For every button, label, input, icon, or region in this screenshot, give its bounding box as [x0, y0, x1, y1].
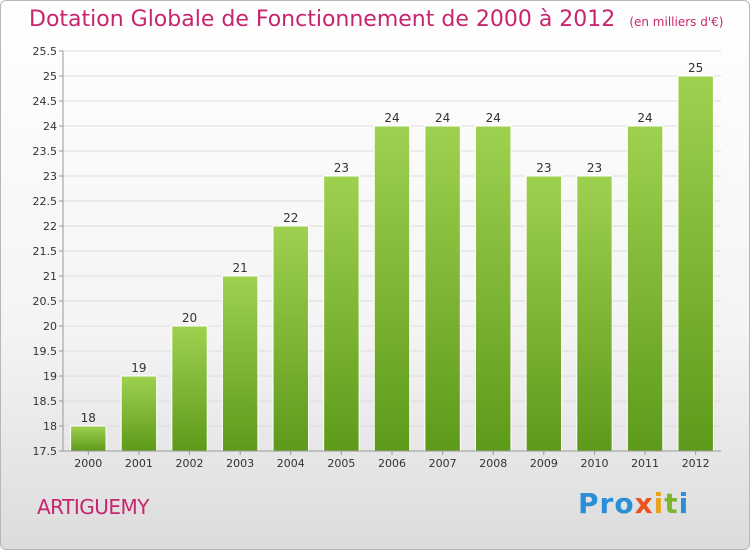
logo-letter: o: [614, 487, 635, 520]
x-tick-label: 2002: [176, 457, 204, 470]
y-tick-label: 18: [43, 420, 57, 433]
data-label: 21: [233, 261, 248, 275]
data-label: 23: [334, 161, 349, 175]
y-tick-label: 22.5: [33, 195, 58, 208]
chart-unit: (en milliers d'€): [629, 15, 724, 29]
bar: [120, 375, 158, 452]
y-tick-label: 17.5: [33, 445, 58, 458]
x-tick-label: 2005: [327, 457, 355, 470]
data-label: 19: [131, 361, 146, 375]
data-label: 24: [637, 111, 652, 125]
bar: [373, 125, 411, 452]
bar: [525, 175, 563, 452]
y-tick-label: 25.5: [33, 45, 58, 58]
bar: [70, 425, 107, 452]
data-label: 23: [587, 161, 602, 175]
y-tick-label: 21: [43, 270, 57, 283]
y-tick-label: 24.5: [33, 95, 58, 108]
data-label: 20: [182, 311, 197, 325]
data-labels: 18 19 20 21 22 23 24 24 24 23 23 24 25: [81, 61, 704, 425]
x-tick-label: 2011: [631, 457, 659, 470]
y-tick-label: 19: [43, 370, 57, 383]
y-tick-label: 19.5: [33, 345, 58, 358]
x-tick-label: 2009: [530, 457, 558, 470]
x-tick-label: 2006: [378, 457, 406, 470]
logo-letter: x: [634, 487, 654, 520]
bar: [576, 175, 613, 452]
x-tick-label: 2004: [277, 457, 305, 470]
proxiti-logo: Proxiti: [578, 487, 689, 520]
x-tick-label: 2000: [74, 457, 102, 470]
y-tick-label: 23.5: [33, 145, 58, 158]
bar: [626, 125, 664, 452]
bars: [70, 75, 714, 452]
x-tick-label: 2003: [226, 457, 254, 470]
x-tick-label: 2007: [429, 457, 457, 470]
bar: [171, 325, 208, 452]
data-label: 23: [536, 161, 551, 175]
chart-title: Dotation Globale de Fonctionnement de 20…: [29, 7, 723, 32]
x-tick-label: 2012: [682, 457, 710, 470]
y-tick-label: 24: [43, 120, 57, 133]
bar: [677, 75, 714, 452]
data-label: 18: [81, 411, 96, 425]
bar: [272, 225, 309, 452]
data-label: 24: [486, 111, 501, 125]
data-label: 25: [688, 61, 703, 75]
data-label: 24: [384, 111, 399, 125]
bar: [475, 125, 512, 452]
bar: [424, 125, 461, 452]
logo-letter: i: [678, 487, 690, 520]
y-tick-label: 22: [43, 220, 57, 233]
bar: [221, 275, 259, 452]
data-label: 22: [283, 211, 298, 225]
bar: [323, 175, 360, 452]
y-tick-label: 20.5: [33, 295, 58, 308]
logo-letter: P: [578, 487, 600, 520]
y-tick-label: 23: [43, 170, 57, 183]
logo-letter: t: [664, 487, 679, 520]
commune-name: ARTIGUEMY: [37, 495, 149, 519]
y-tick-label: 25: [43, 70, 57, 83]
y-tick-label: 21.5: [33, 245, 58, 258]
x-tick-label: 2001: [125, 457, 153, 470]
y-tick-label: 18.5: [33, 395, 58, 408]
logo-letter: r: [599, 487, 615, 520]
y-tick-label: 20: [43, 320, 57, 333]
tick-labels: 17.5 18 18.5 19 19.5 20 20.5 21 21.5 22 22.5 23 23.5…: [33, 45, 710, 470]
x-tick-label: 2008: [479, 457, 507, 470]
logo-letter: i: [653, 487, 665, 520]
x-tick-label: 2010: [580, 457, 608, 470]
chart-title-main: Dotation Globale de Fonctionnement de 20…: [29, 7, 616, 32]
data-label: 24: [435, 111, 450, 125]
